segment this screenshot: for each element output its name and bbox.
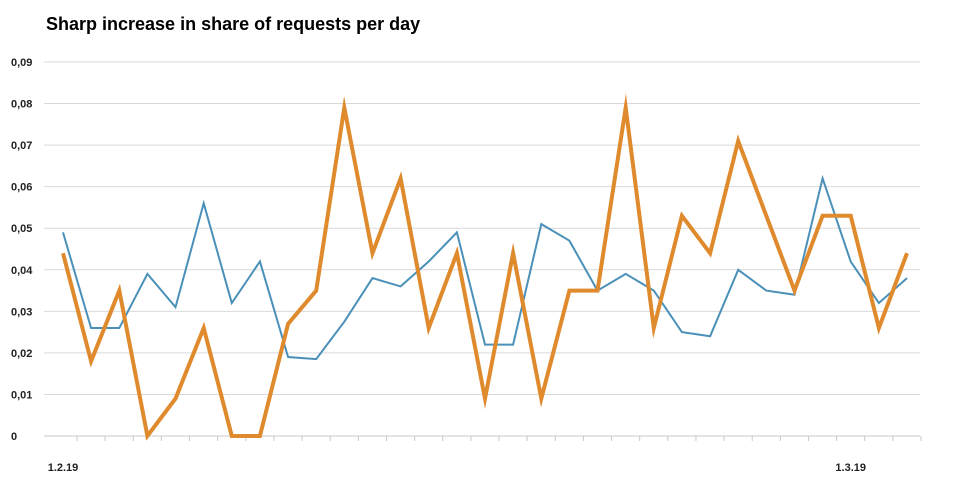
y-tick-label: 0,09 [11,57,32,69]
series-line-2 [61,93,909,441]
y-tick-label: 0,04 [11,265,33,277]
y-tick-label: 0,01 [11,389,32,401]
y-tick-label: 0,02 [11,348,32,360]
y-tick-label: 0 [11,431,17,443]
gridlines [44,61,920,395]
y-tick-label: 0,07 [11,140,32,152]
series-line-1 [62,174,908,361]
x-tick-label: 1.2.19 [48,462,79,474]
x-axis [44,435,922,441]
x-axis-tick-labels: 1.2.19 1.3.19 [48,462,866,474]
x-tick-label: 1.3.19 [835,462,866,474]
y-tick-label: 0,06 [11,182,32,194]
y-tick-label: 0,08 [11,99,32,111]
y-tick-label: 0,05 [11,223,32,235]
y-axis-ticks: 0 0,01 0,02 0,03 0,04 0,05 0,06 0,07 0,08 0,09 [11,57,33,443]
chart-title: Sharp increase in share of requests per … [46,14,421,34]
y-tick-label: 0,03 [11,306,32,318]
series-lines [61,93,909,441]
